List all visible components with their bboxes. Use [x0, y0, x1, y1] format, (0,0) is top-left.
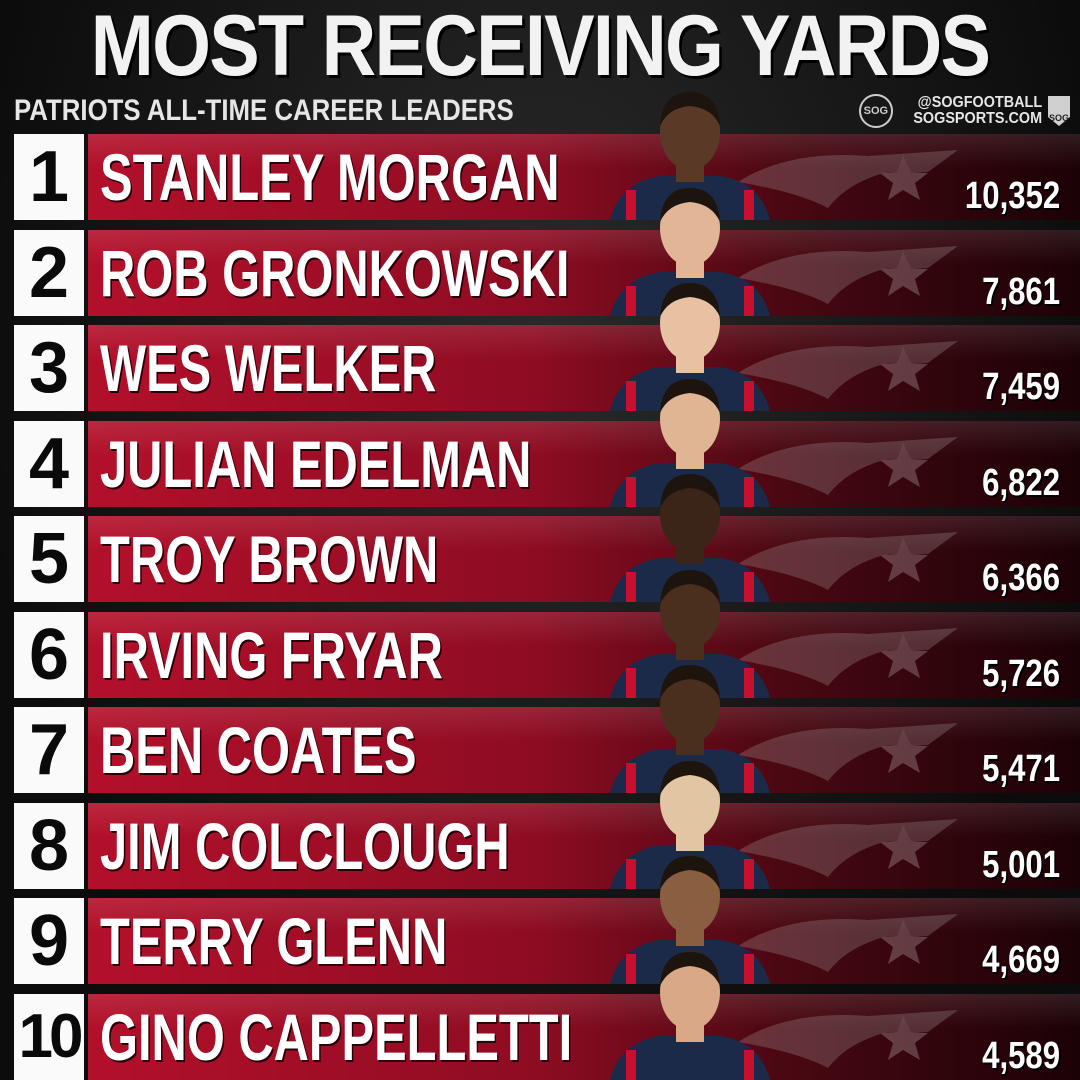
rank-number: 4 — [14, 420, 84, 507]
rank-number: 8 — [14, 802, 84, 889]
player-headshot-icon — [610, 760, 770, 889]
patriots-logo-icon — [738, 914, 958, 972]
player-name: IRVING FRYAR — [100, 617, 443, 692]
bar-shine — [88, 134, 1080, 169]
rank-number: 2 — [14, 229, 84, 316]
bar-mark — [88, 325, 1080, 411]
bar-shine — [88, 802, 1080, 837]
patriots-logo-icon — [738, 723, 958, 781]
rank-number: 10 — [14, 993, 84, 1080]
bar-shine — [88, 707, 1080, 742]
player-name: TROY BROWN — [100, 522, 439, 596]
leaderboard-row: 7 BEN COATES 5,471 — [0, 665, 1080, 793]
rank-number: 5 — [14, 516, 84, 602]
shield-logo-icon: SOG — [1048, 96, 1070, 126]
bar-mark — [88, 611, 1080, 698]
leaderboard-row: 8 JIM COLCLOUGH 5,001 — [0, 760, 1080, 889]
bar-mark — [88, 516, 1080, 602]
leaderboard-row: 6 IRVING FRYAR 5,726 — [0, 569, 1080, 698]
player-name: ROB GRONKOWSKI — [100, 235, 570, 310]
leaderboard-row: 1 STANLEY MORGAN 10,352 — [0, 92, 1080, 220]
chart-subtitle: PATRIOTS ALL-TIME CAREER LEADERS — [14, 94, 514, 127]
chart-title: MOST RECEIVING YARDS — [90, 0, 991, 94]
player-name: BEN COATES — [100, 713, 417, 787]
yards-value: 6,366 — [982, 557, 1060, 599]
rank-number: 1 — [14, 134, 84, 220]
patriots-logo-icon — [738, 245, 958, 304]
bar-shine — [88, 420, 1080, 455]
rank-number: 6 — [14, 611, 84, 698]
patriots-logo-icon — [738, 436, 958, 495]
player-name: JIM COLCLOUGH — [100, 808, 510, 883]
patriots-logo-icon — [738, 818, 958, 877]
brand-handle: @SOGFOOTBALL — [917, 94, 1042, 111]
player-name: WES WELKER — [100, 331, 437, 405]
brand-block: SOG @SOGFOOTBALL SOGSPORTS.COM SOG — [858, 92, 1070, 130]
leaderboard-row: 10 GINO CAPPELLETTI 4,589 — [0, 951, 1080, 1080]
player-headshot-icon — [610, 951, 770, 1080]
patriots-logo-icon — [738, 341, 958, 399]
rank-number: 7 — [14, 707, 84, 793]
yards-value: 7,459 — [982, 366, 1060, 408]
bar-mark — [88, 802, 1080, 889]
yards-value: 5,471 — [982, 748, 1060, 790]
yards-value: 5,726 — [982, 652, 1060, 695]
player-headshot-icon — [610, 474, 770, 602]
bar-shine — [88, 325, 1080, 360]
bar-mark — [88, 898, 1080, 984]
yards-value: 5,001 — [982, 843, 1060, 886]
sog-logo-icon: SOG — [858, 94, 893, 128]
player-name: TERRY GLENN — [100, 904, 448, 978]
bar-mark — [88, 993, 1080, 1080]
player-name: STANLEY MORGAN — [100, 140, 560, 214]
yards-value: 6,822 — [982, 461, 1060, 504]
brand-site: SOGSPORTS.COM — [913, 110, 1042, 127]
bar-shine — [88, 611, 1080, 646]
patriots-logo-icon — [738, 627, 958, 686]
bar-mark — [88, 707, 1080, 793]
bar-mark — [88, 229, 1080, 316]
yards-value: 4,589 — [982, 1034, 1060, 1077]
leaderboard-row: 3 WES WELKER 7,459 — [0, 283, 1080, 411]
yards-value: 7,861 — [982, 270, 1060, 313]
bar-shine — [88, 229, 1080, 264]
rank-number: 3 — [14, 325, 84, 411]
bar-shine — [88, 993, 1080, 1028]
bar-shine — [88, 898, 1080, 933]
player-name: GINO CAPPELLETTI — [100, 999, 573, 1074]
yards-value: 10,352 — [964, 175, 1060, 217]
bar-mark — [88, 420, 1080, 507]
leaderboard-row: 2 ROB GRONKOWSKI 7,861 — [0, 187, 1080, 316]
player-name: JULIAN EDELMAN — [100, 426, 532, 501]
bar-shine — [88, 516, 1080, 551]
bar-mark — [88, 134, 1080, 220]
rank-number: 9 — [14, 898, 84, 984]
patriots-logo-icon — [738, 532, 958, 590]
yards-value: 4,669 — [982, 939, 1060, 981]
leaderboard-row: 5 TROY BROWN 6,366 — [0, 474, 1080, 602]
patriots-logo-icon — [738, 150, 958, 208]
leaderboard-row: 9 TERRY GLENN 4,669 — [0, 856, 1080, 984]
brand-text: @SOGFOOTBALL SOGSPORTS.COM — [913, 95, 1042, 127]
patriots-logo-icon — [738, 1009, 958, 1068]
leaderboard-rows: 1 STANLEY MORGAN 10,352 2 ROB GRONKOWSKI 7,86… — [0, 92, 1080, 1080]
leaderboard-row: 4 JULIAN EDELMAN 6,822 — [0, 378, 1080, 507]
